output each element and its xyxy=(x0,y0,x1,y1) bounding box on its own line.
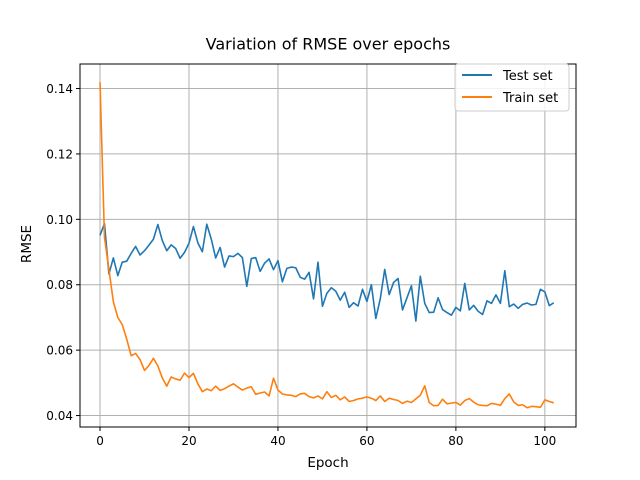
plot-frame xyxy=(79,63,577,428)
y-tick-label: 0.10 xyxy=(46,213,73,227)
x-tick-label: 80 xyxy=(448,434,463,448)
y-tick-label: 0.08 xyxy=(46,278,73,292)
grid-lines xyxy=(80,64,576,427)
test-set-legend-label: Test set xyxy=(502,69,553,84)
y-tick-label: 0.14 xyxy=(46,82,73,96)
train-set-line xyxy=(99,82,554,409)
x-axis-label: Epoch xyxy=(307,455,348,471)
axis-ticks: 0 20 40 60 80 100 0.04 0.06 0.08 0.10 0.12 0.14 xyxy=(46,82,556,448)
x-tick-label: 60 xyxy=(359,434,374,448)
train-set-legend-label: Train set xyxy=(502,91,558,106)
x-tick-label: 0 xyxy=(96,434,104,448)
test-set-line xyxy=(99,222,555,322)
y-tick-label: 0.04 xyxy=(46,409,73,423)
chart-title: Variation of RMSE over epochs xyxy=(206,35,451,54)
y-tick-label: 0.12 xyxy=(46,147,73,161)
x-tick-label: 100 xyxy=(533,434,556,448)
legend: Test set Train set xyxy=(454,63,570,112)
x-tick-label: 40 xyxy=(270,434,285,448)
y-tick-label: 0.06 xyxy=(46,344,73,358)
x-tick-label: 20 xyxy=(181,434,196,448)
series-lines xyxy=(99,82,555,409)
y-axis-label: RMSE xyxy=(19,225,35,263)
